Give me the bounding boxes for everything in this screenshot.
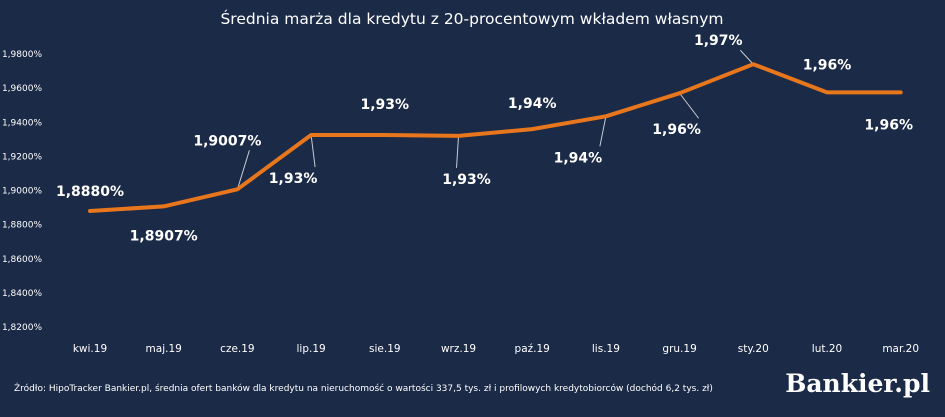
x-tick-label: paź.19: [515, 343, 550, 355]
x-tick-label: cze.19: [220, 343, 254, 355]
data-label: 1,93%: [361, 97, 410, 113]
x-tick-label: gru.19: [662, 343, 696, 355]
label-leader-line: [599, 116, 607, 147]
x-tick-label: lut.20: [812, 343, 842, 355]
data-label: 1,96%: [864, 117, 913, 133]
label-leader-line: [236, 150, 250, 190]
data-label: 1,93%: [269, 171, 318, 187]
data-label: 1,94%: [508, 96, 557, 112]
data-label: 1,8907%: [130, 228, 198, 244]
chart-title: Średnia marża dla kredytu z 20-procentow…: [220, 9, 723, 28]
y-tick-label: 1,9800%: [2, 50, 42, 60]
label-leader-line: [310, 134, 316, 168]
y-tick-label: 1,9400%: [2, 118, 42, 128]
data-label: 1,96%: [803, 57, 852, 73]
y-tick-label: 1,8400%: [2, 289, 42, 299]
data-label: 1,8880%: [56, 184, 124, 200]
data-label: 1,96%: [652, 122, 701, 138]
x-tick-label: kwi.19: [73, 343, 107, 355]
y-tick-label: 1,8800%: [2, 221, 42, 231]
data-label: 1,93%: [442, 172, 491, 188]
bankier-logo: Bankier.pl: [785, 369, 930, 398]
x-tick-label: lip.19: [296, 343, 325, 355]
y-tick-label: 1,9200%: [2, 152, 42, 162]
y-tick-label: 1,8200%: [2, 323, 42, 333]
y-tick-label: 1,8600%: [2, 255, 42, 265]
source-note: Źródło: HipoTracker Bankier.pl, średnia …: [14, 382, 713, 394]
x-tick-label: sty.20: [738, 343, 769, 355]
x-tick-label: sie.19: [369, 343, 401, 355]
label-leader-line: [679, 92, 699, 119]
y-tick-label: 1,9600%: [2, 84, 42, 94]
x-tick-label: lis.19: [592, 343, 620, 355]
data-label: 1,9007%: [193, 133, 261, 149]
x-tick-label: maj.19: [146, 343, 182, 355]
label-leader-line: [456, 135, 459, 168]
x-tick-label: wrz.19: [441, 343, 476, 355]
y-tick-label: 1,9000%: [2, 187, 42, 197]
series-line: [88, 62, 903, 213]
x-tick-label: mar.20: [882, 343, 919, 355]
data-label: 1,94%: [554, 150, 603, 166]
data-label: 1,97%: [694, 33, 743, 49]
label-leader-line: [739, 49, 754, 65]
